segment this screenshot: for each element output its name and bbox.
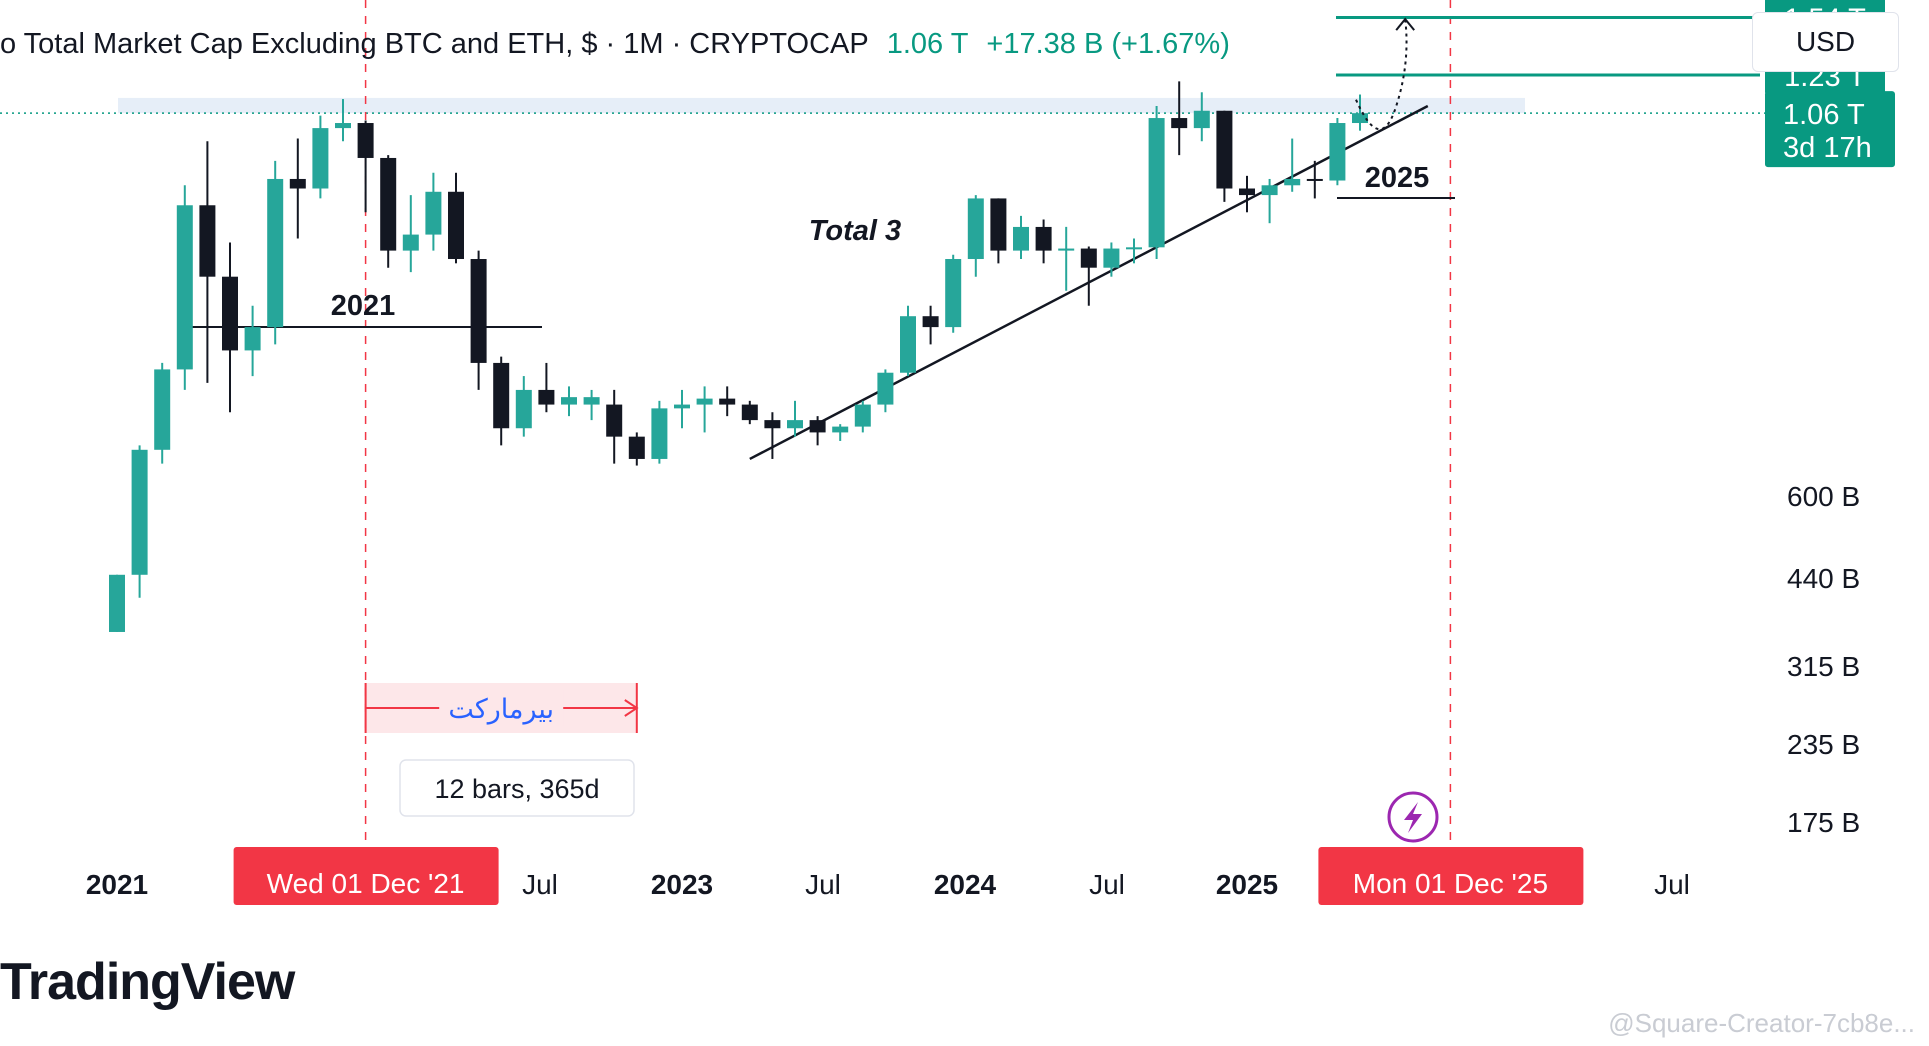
date-marker-label: Wed 01 Dec '21 bbox=[267, 868, 465, 899]
candle[interactable] bbox=[154, 369, 171, 450]
symbol-title[interactable]: o Total Market Cap Excluding BTC and ETH… bbox=[0, 27, 869, 60]
range-stats-box bbox=[399, 759, 635, 817]
candle[interactable] bbox=[1306, 178, 1323, 181]
time-axis-tick: Jul bbox=[522, 869, 558, 900]
candle[interactable] bbox=[990, 198, 1007, 251]
candle[interactable] bbox=[312, 128, 329, 189]
candle[interactable] bbox=[764, 420, 781, 429]
candle[interactable] bbox=[1103, 248, 1120, 268]
date-marker-label: Mon 01 Dec '25 bbox=[1353, 868, 1548, 899]
candle[interactable] bbox=[222, 276, 238, 351]
candle[interactable] bbox=[1148, 118, 1165, 248]
bar-countdown-label: 3d 17h bbox=[1783, 132, 1872, 164]
candle[interactable] bbox=[1284, 178, 1301, 186]
time-axis-tick: Jul bbox=[1089, 869, 1125, 900]
candle[interactable] bbox=[131, 449, 148, 575]
candle[interactable] bbox=[809, 420, 826, 433]
candle[interactable] bbox=[719, 398, 736, 405]
candle[interactable] bbox=[1261, 185, 1278, 196]
projection-path[interactable] bbox=[1355, 19, 1408, 131]
candle[interactable] bbox=[538, 389, 555, 405]
candle[interactable] bbox=[922, 316, 939, 328]
candle[interactable] bbox=[109, 574, 125, 632]
candle[interactable] bbox=[877, 372, 894, 405]
candle[interactable] bbox=[1058, 248, 1075, 251]
candle[interactable] bbox=[696, 398, 713, 405]
time-axis-tick: Jul bbox=[805, 869, 841, 900]
footer bbox=[0, 905, 1929, 1046]
projection-arrowhead bbox=[1395, 17, 1415, 31]
price-axis-tick: 440 B bbox=[1787, 563, 1860, 594]
candle[interactable] bbox=[470, 259, 487, 363]
current-price-badge[interactable] bbox=[1765, 91, 1895, 168]
currency-button[interactable]: USD bbox=[1752, 12, 1899, 72]
candle[interactable] bbox=[900, 316, 916, 373]
candle[interactable] bbox=[1035, 226, 1052, 251]
candle[interactable] bbox=[651, 408, 668, 459]
candle[interactable] bbox=[1126, 247, 1142, 250]
candle[interactable] bbox=[515, 389, 532, 429]
candle[interactable] bbox=[854, 404, 871, 427]
symbol-header: o Total Market Cap Excluding BTC and ETH… bbox=[0, 22, 1230, 66]
time-axis-tick: 2025 bbox=[1216, 869, 1278, 900]
date-marker-badge[interactable] bbox=[233, 847, 499, 905]
chart-label: Total 3 bbox=[809, 215, 901, 247]
candle[interactable] bbox=[425, 191, 442, 235]
price-change: +17.38 B (+1.67%) bbox=[986, 27, 1230, 60]
candle[interactable] bbox=[561, 397, 577, 405]
candle[interactable] bbox=[1329, 123, 1346, 181]
candle[interactable] bbox=[357, 123, 374, 158]
candle[interactable] bbox=[967, 198, 984, 260]
range-label-bg bbox=[439, 690, 564, 726]
candle[interactable] bbox=[1216, 110, 1233, 189]
candle[interactable] bbox=[606, 404, 623, 437]
lightning-bolt-glyph bbox=[1404, 802, 1422, 833]
tradingview-logo[interactable]: TradingView bbox=[0, 953, 295, 1011]
candle[interactable] bbox=[335, 123, 351, 129]
candle[interactable] bbox=[945, 259, 962, 328]
candle[interactable] bbox=[199, 205, 216, 277]
candle[interactable] bbox=[628, 436, 645, 459]
resistance-zone bbox=[118, 97, 1525, 114]
candle[interactable] bbox=[380, 157, 397, 251]
candle[interactable] bbox=[787, 420, 803, 429]
candle[interactable] bbox=[1171, 118, 1188, 129]
time-axis-tick: 2021 bbox=[86, 869, 148, 900]
price-axis-tick: 315 B bbox=[1787, 651, 1860, 682]
candle[interactable] bbox=[741, 404, 758, 421]
range-label: بیرمارکت bbox=[448, 694, 554, 725]
current-price-label: 1.06 T bbox=[1783, 99, 1865, 131]
price-axis-tick: 600 B bbox=[1787, 481, 1860, 512]
price-axis-tick: 235 B bbox=[1787, 729, 1860, 760]
time-axis-tick: 2024 bbox=[934, 869, 997, 900]
candle[interactable] bbox=[289, 178, 306, 189]
candle[interactable] bbox=[176, 205, 193, 370]
candle[interactable] bbox=[493, 362, 510, 429]
candle[interactable] bbox=[674, 404, 690, 409]
label-2021: 2021 bbox=[331, 290, 396, 322]
price-axis-tick: 175 B bbox=[1787, 807, 1860, 838]
label-2025: 2025 bbox=[1365, 162, 1430, 194]
candle[interactable] bbox=[832, 426, 849, 433]
time-axis-tick: 2023 bbox=[651, 869, 713, 900]
candle[interactable] bbox=[1352, 113, 1368, 124]
candle[interactable] bbox=[448, 191, 464, 260]
candle[interactable] bbox=[244, 327, 261, 351]
candle[interactable] bbox=[1080, 248, 1097, 268]
time-axis-tick: Jul bbox=[1654, 869, 1690, 900]
range-stats-label: 12 bars, 365d bbox=[434, 774, 599, 804]
candle[interactable] bbox=[1193, 110, 1210, 129]
date-marker-badge[interactable] bbox=[1318, 847, 1584, 905]
watermark: @Square-Creator-7cb8e... bbox=[1608, 1008, 1915, 1038]
candle[interactable] bbox=[1239, 188, 1255, 196]
candle[interactable] bbox=[267, 178, 284, 328]
range-arrowhead bbox=[624, 699, 639, 717]
candle[interactable] bbox=[1013, 226, 1029, 251]
candle[interactable] bbox=[402, 234, 419, 251]
last-value: 1.06 T bbox=[886, 27, 969, 60]
candle[interactable] bbox=[583, 397, 600, 405]
